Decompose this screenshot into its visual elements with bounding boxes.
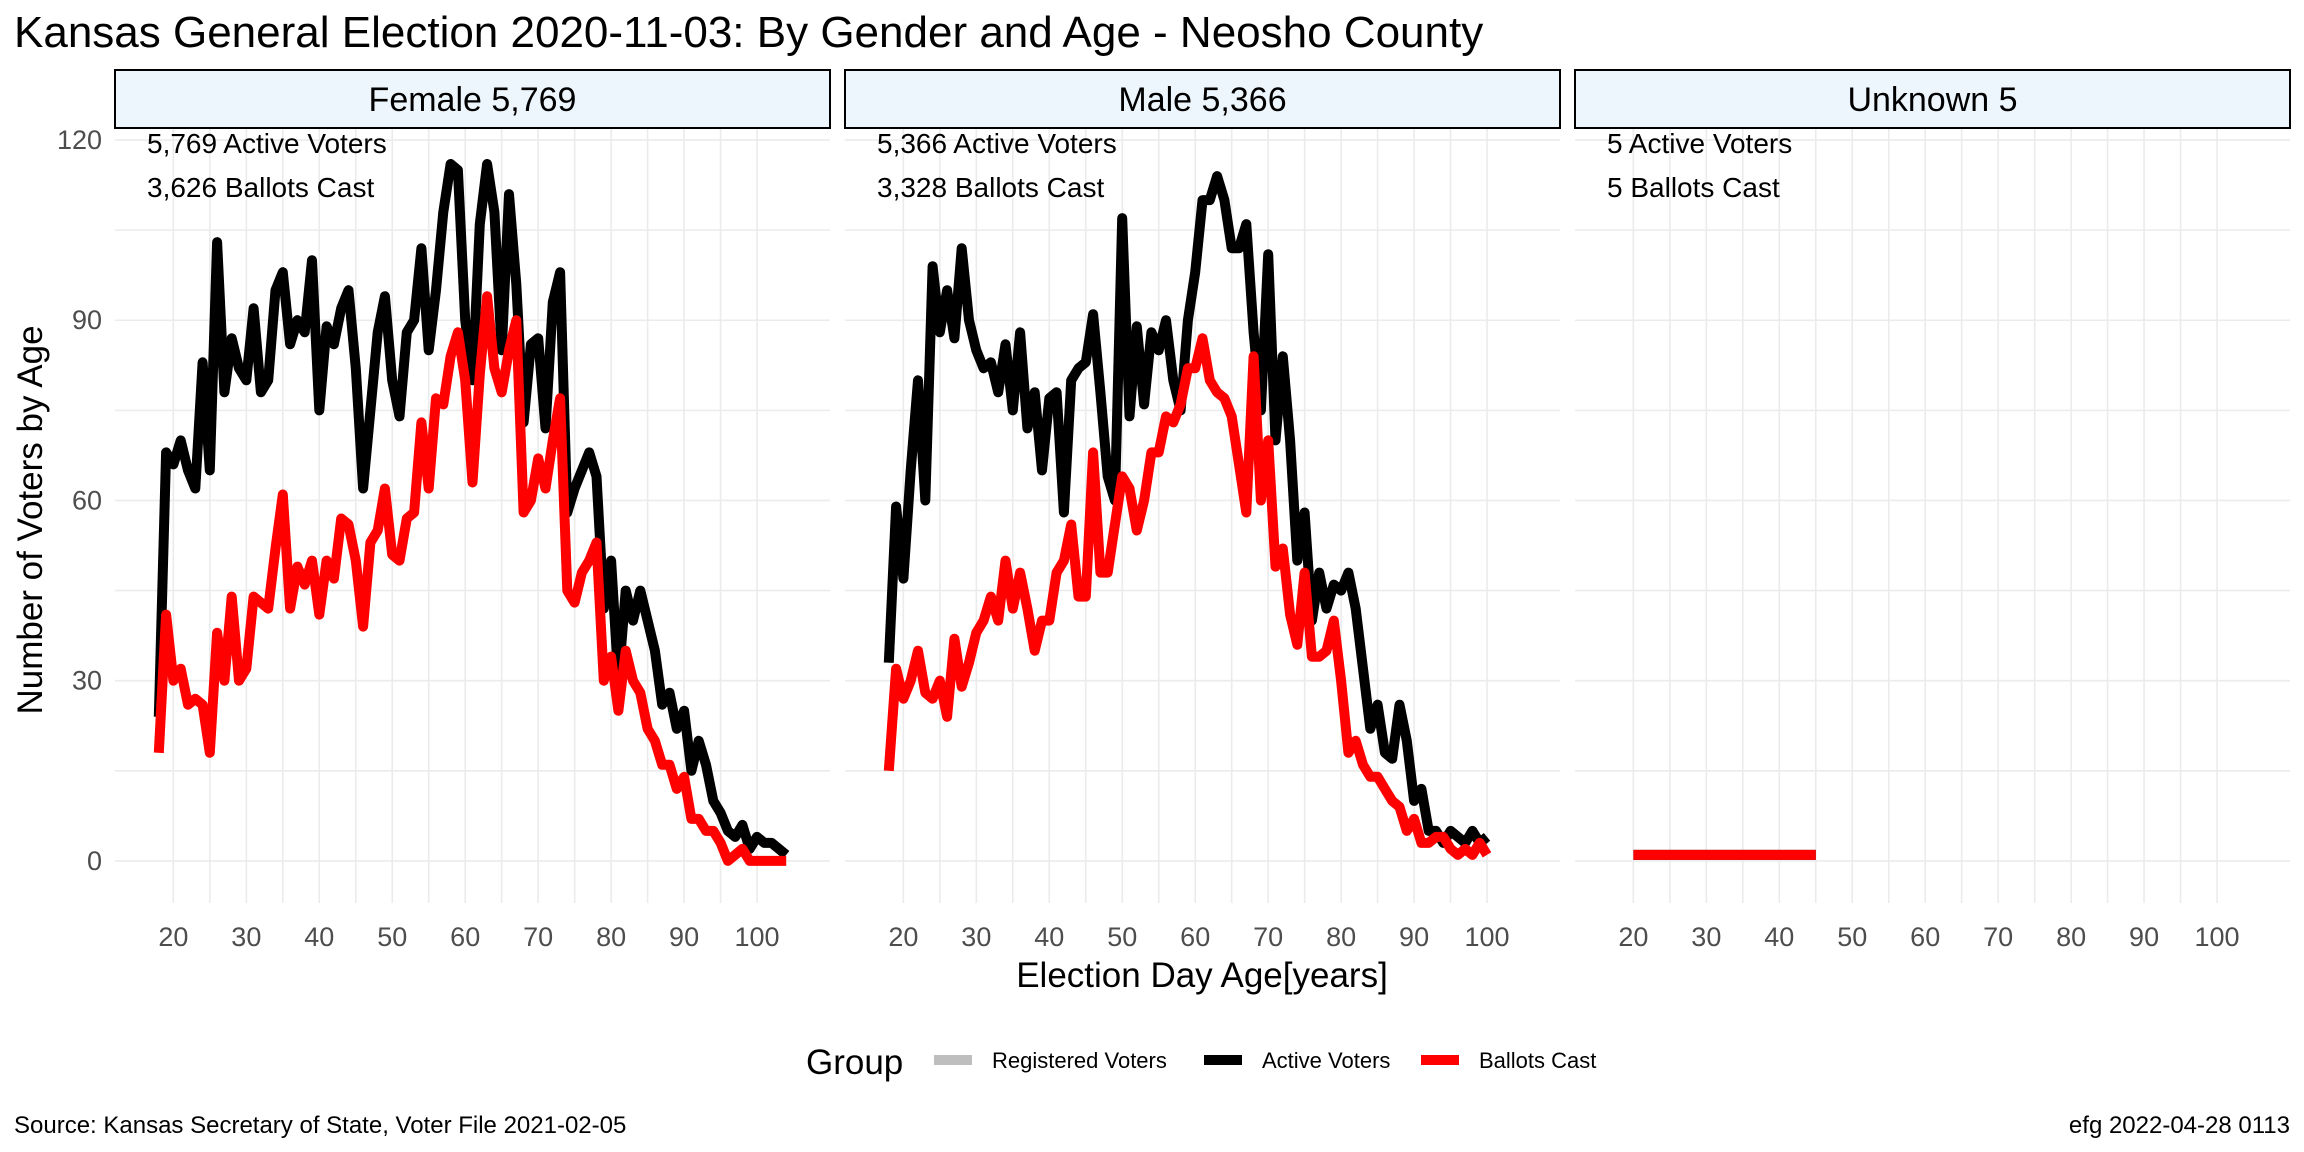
series-line-ballots-cast <box>153 291 787 866</box>
x-tick-label: 50 <box>1107 922 1137 952</box>
y-tick-label: 0 <box>87 846 102 876</box>
x-tick-label: 70 <box>1983 922 2013 952</box>
x-tick-label: 60 <box>1910 922 1940 952</box>
x-tick-label: 40 <box>304 922 334 952</box>
chart-title: Kansas General Election 2020-11-03: By G… <box>14 8 1483 57</box>
caption-source: Source: Kansas Secretary of State, Voter… <box>14 1112 626 1139</box>
legend: Group Registered Voters Active Voters Ball… <box>806 1043 1596 1082</box>
caption-credit: efg 2022-04-28 0113 <box>2069 1112 2290 1139</box>
y-tick-label: 30 <box>72 666 102 696</box>
series-line-active-voters <box>883 171 1491 848</box>
x-tick-label: 90 <box>2129 922 2159 952</box>
legend-label-ballots-cast: Ballots Cast <box>1479 1048 1596 1073</box>
x-tick-label: 90 <box>1399 922 1429 952</box>
strip-box <box>844 69 1561 129</box>
strip-label: Female 5,769 <box>369 81 577 119</box>
panels: Female 5,769 20 30 40 50 60 70 80 90 100 5,769 Act… <box>57 69 2291 952</box>
legend-label-registered-voters: Registered Voters <box>992 1048 1167 1073</box>
x-tick-label: 80 <box>2056 922 2086 952</box>
y-tick-label: 60 <box>72 485 102 515</box>
panel-female-5-769: Female 5,769 20 30 40 50 60 70 80 90 100 5,769 Act… <box>114 69 831 952</box>
panel-annotation: 3,626 Ballots Cast <box>147 172 374 203</box>
y-tick-label: 120 <box>57 125 102 155</box>
x-tick-label: 100 <box>2195 922 2240 952</box>
x-tick-label: 20 <box>1618 922 1648 952</box>
x-tick-label: 40 <box>1764 922 1794 952</box>
x-axis-title: Election Day Age[years] <box>1016 956 1388 995</box>
x-tick-label: 30 <box>961 922 991 952</box>
strip-label: Unknown 5 <box>1847 81 2017 119</box>
x-tick-label: 20 <box>158 922 188 952</box>
y-tick-label: 90 <box>72 305 102 335</box>
x-tick-label: 100 <box>1465 922 1510 952</box>
x-tick-label: 90 <box>669 922 699 952</box>
panel-annotation: 5,366 Active Voters <box>877 128 1117 159</box>
x-tick-label: 30 <box>231 922 261 952</box>
panel-annotation: 5 Ballots Cast <box>1607 172 1780 203</box>
panel-annotation: 5,769 Active Voters <box>147 128 387 159</box>
legend-title: Group <box>806 1043 903 1082</box>
strip-box <box>1574 69 2291 129</box>
panel-male-5-366: Male 5,366 20 30 40 50 60 70 80 90 100 5,366 Activ… <box>844 69 1561 952</box>
panel-annotation: 5 Active Voters <box>1607 128 1792 159</box>
x-tick-label: 20 <box>888 922 918 952</box>
panel-unknown-5: Unknown 5 20 30 40 50 60 70 80 90 100 5 Active Vot… <box>1574 69 2291 952</box>
y-axis-title: Number of Voters by Age <box>11 325 50 714</box>
x-tick-label: 50 <box>377 922 407 952</box>
series-line-ballots-cast <box>883 333 1492 860</box>
gridlines <box>1575 128 2290 903</box>
x-tick-label: 70 <box>523 922 553 952</box>
x-tick-label: 80 <box>596 922 626 952</box>
series-line-active-voters <box>153 159 790 859</box>
panel-annotation: 3,328 Ballots Cast <box>877 172 1104 203</box>
x-tick-label: 100 <box>735 922 780 952</box>
x-tick-label: 50 <box>1837 922 1867 952</box>
x-tick-label: 60 <box>450 922 480 952</box>
x-tick-label: 30 <box>1691 922 1721 952</box>
strip-label: Male 5,366 <box>1118 81 1286 119</box>
x-tick-label: 70 <box>1253 922 1283 952</box>
gridlines <box>115 128 830 903</box>
strip-box <box>114 69 831 129</box>
x-tick-label: 80 <box>1326 922 1356 952</box>
legend-label-active-voters: Active Voters <box>1262 1048 1390 1073</box>
x-tick-label: 40 <box>1034 922 1064 952</box>
x-tick-label: 60 <box>1180 922 1210 952</box>
